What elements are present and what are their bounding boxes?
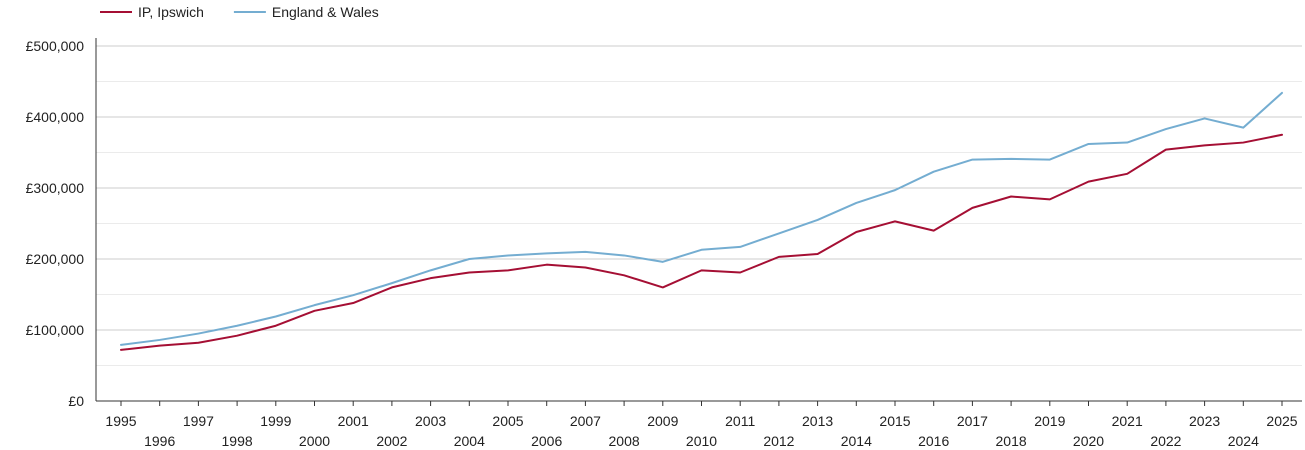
x-tick-label: 2017 [957, 413, 988, 429]
legend: IP, Ipswich England & Wales [100, 4, 379, 20]
x-tick-label: 2014 [841, 433, 872, 449]
legend-label-0: IP, Ipswich [138, 4, 204, 20]
x-tick-label: 2012 [763, 433, 794, 449]
y-tick-label: £200,000 [26, 251, 85, 267]
x-tick-label: 2018 [996, 433, 1027, 449]
x-tick-label: 2025 [1266, 413, 1297, 429]
y-tick-label: £0 [68, 393, 84, 409]
x-tick-label: 2022 [1150, 433, 1181, 449]
axes: £0 £100,000 £200,000 £300,000 £400,000 £500,0… [26, 38, 1302, 449]
x-tick-label: 2015 [879, 413, 910, 429]
x-tick-label: 2006 [531, 433, 562, 449]
series-line-0 [120, 133, 1283, 351]
x-tick-label: 1999 [260, 413, 291, 429]
x-tick-label: 2016 [918, 433, 949, 449]
x-tick-label: 2000 [299, 433, 330, 449]
series-lines [120, 91, 1283, 351]
series-line-1 [120, 91, 1283, 346]
legend-label-1: England & Wales [272, 4, 379, 20]
y-tick-label: £400,000 [26, 109, 85, 125]
y-tick-label: £300,000 [26, 180, 85, 196]
x-tick-label: 2021 [1112, 413, 1143, 429]
x-tick-label: 2011 [725, 413, 755, 429]
y-tick-label: £100,000 [26, 322, 85, 338]
x-tick-label: 2023 [1189, 413, 1220, 429]
y-tick-label: £500,000 [26, 38, 85, 54]
x-tick-label: 2013 [802, 413, 833, 429]
x-tick-label: 1998 [222, 433, 253, 449]
x-tick-label: 2010 [686, 433, 717, 449]
x-tick-label: 2020 [1073, 433, 1104, 449]
x-tick-label: 2003 [415, 413, 446, 429]
x-tick-label: 2019 [1034, 413, 1065, 429]
x-tick-label: 2008 [609, 433, 640, 449]
x-tick-label: 2009 [647, 413, 678, 429]
x-tick-label: 2007 [570, 413, 601, 429]
x-tick-label: 1996 [144, 433, 175, 449]
x-tick-label: 2001 [338, 413, 369, 429]
x-tick-label: 1997 [183, 413, 214, 429]
x-tick-label: 2005 [492, 413, 523, 429]
grid [96, 45, 1302, 366]
x-tick-label: 2002 [376, 433, 407, 449]
x-tick-label: 2004 [454, 433, 485, 449]
x-tick-label: 2024 [1228, 433, 1259, 449]
x-tick-label: 1995 [105, 413, 136, 429]
